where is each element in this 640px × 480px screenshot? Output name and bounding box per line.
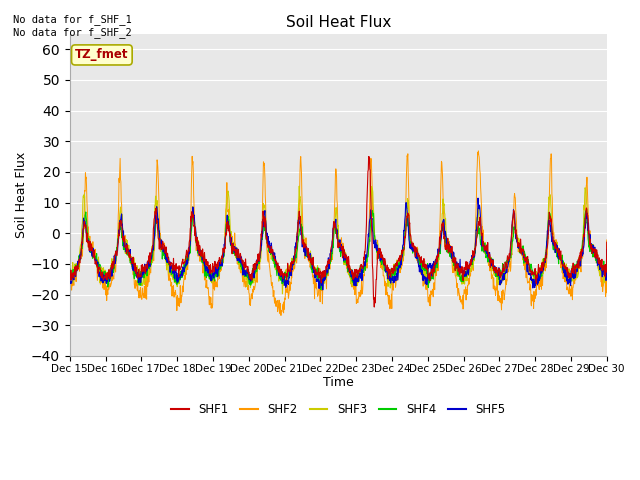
Text: No data for f_SHF_1
No data for f_SHF_2: No data for f_SHF_1 No data for f_SHF_2 [13, 14, 132, 38]
Title: Soil Heat Flux: Soil Heat Flux [285, 15, 391, 30]
Y-axis label: Soil Heat Flux: Soil Heat Flux [15, 152, 28, 238]
Legend: SHF1, SHF2, SHF3, SHF4, SHF5: SHF1, SHF2, SHF3, SHF4, SHF5 [166, 398, 510, 421]
Text: TZ_fmet: TZ_fmet [75, 48, 129, 61]
X-axis label: Time: Time [323, 376, 354, 389]
